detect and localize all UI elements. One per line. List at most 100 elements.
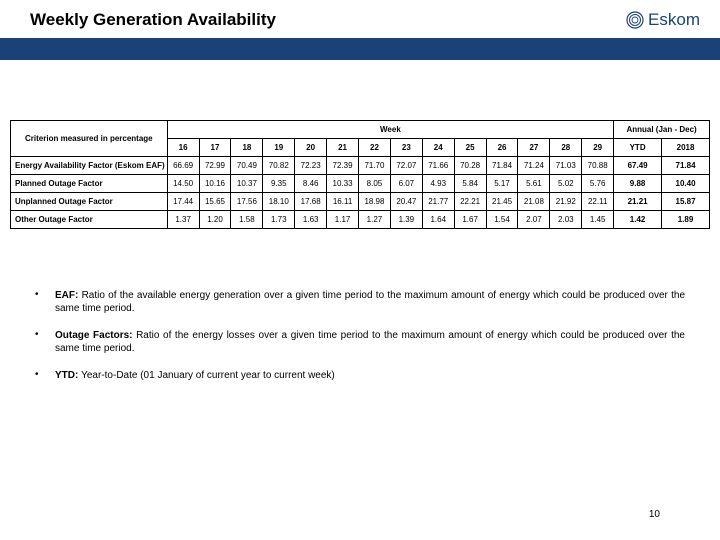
bullet-text: EAF: Ratio of the available energy gener… <box>55 289 685 315</box>
data-cell: 72.23 <box>295 157 327 175</box>
data-cell: 1.37 <box>167 211 199 229</box>
data-cell: 71.84 <box>486 157 518 175</box>
bullet-item: •Outage Factors: Ratio of the energy los… <box>35 329 685 355</box>
annual-cell: 15.87 <box>662 193 710 211</box>
data-cell: 10.37 <box>231 175 263 193</box>
table-row: Energy Availability Factor (Eskom EAF)66… <box>11 157 710 175</box>
data-cell: 1.45 <box>582 211 614 229</box>
data-cell: 1.39 <box>390 211 422 229</box>
availability-table: Criterion measured in percentage Week An… <box>10 120 710 229</box>
data-cell: 1.73 <box>263 211 295 229</box>
row-label: Other Outage Factor <box>11 211 168 229</box>
data-cell: 10.33 <box>327 175 359 193</box>
definitions: •EAF: Ratio of the available energy gene… <box>0 229 720 382</box>
data-cell: 71.70 <box>359 157 391 175</box>
data-cell: 70.28 <box>454 157 486 175</box>
data-cell: 71.66 <box>422 157 454 175</box>
table-row: Unplanned Outage Factor17.4415.6517.5618… <box>11 193 710 211</box>
data-cell: 1.64 <box>422 211 454 229</box>
annual-header: Annual (Jan - Dec) <box>614 121 710 139</box>
table-body: Energy Availability Factor (Eskom EAF)66… <box>11 157 710 229</box>
data-cell: 1.67 <box>454 211 486 229</box>
data-cell: 6.07 <box>390 175 422 193</box>
data-cell: 21.77 <box>422 193 454 211</box>
ytd-header: YTD <box>614 139 662 157</box>
data-cell: 5.02 <box>550 175 582 193</box>
data-cell: 21.92 <box>550 193 582 211</box>
bullet-item: •YTD: Year-to-Date (01 January of curren… <box>35 369 685 382</box>
data-cell: 17.56 <box>231 193 263 211</box>
data-cell: 20.47 <box>390 193 422 211</box>
bullet-item: •EAF: Ratio of the available energy gene… <box>35 289 685 315</box>
data-table-container: Criterion measured in percentage Week An… <box>0 60 720 229</box>
data-cell: 2.03 <box>550 211 582 229</box>
annual-cell: 1.89 <box>662 211 710 229</box>
data-cell: 72.39 <box>327 157 359 175</box>
data-cell: 15.65 <box>199 193 231 211</box>
week-col-header: 28 <box>550 139 582 157</box>
page-title: Weekly Generation Availability <box>30 10 276 30</box>
header: Weekly Generation Availability Eskom <box>0 0 720 30</box>
bullet-text: Outage Factors: Ratio of the energy loss… <box>55 329 685 355</box>
data-cell: 1.17 <box>327 211 359 229</box>
annual-cell: 71.84 <box>662 157 710 175</box>
data-cell: 9.35 <box>263 175 295 193</box>
data-cell: 8.05 <box>359 175 391 193</box>
week-header: Week <box>167 121 613 139</box>
ytd-cell: 1.42 <box>614 211 662 229</box>
data-cell: 1.54 <box>486 211 518 229</box>
logo: Eskom <box>626 10 700 30</box>
bullet-marker: • <box>35 329 55 355</box>
logo-text: Eskom <box>648 10 700 30</box>
data-cell: 5.76 <box>582 175 614 193</box>
week-col-header: 22 <box>359 139 391 157</box>
annual-cell: 10.40 <box>662 175 710 193</box>
data-cell: 16.11 <box>327 193 359 211</box>
row-label: Energy Availability Factor (Eskom EAF) <box>11 157 168 175</box>
week-col-header: 23 <box>390 139 422 157</box>
week-col-header: 17 <box>199 139 231 157</box>
bullet-text: YTD: Year-to-Date (01 January of current… <box>55 369 685 382</box>
ytd-cell: 67.49 <box>614 157 662 175</box>
data-cell: 4.93 <box>422 175 454 193</box>
bullet-marker: • <box>35 289 55 315</box>
data-cell: 70.82 <box>263 157 295 175</box>
week-col-header: 16 <box>167 139 199 157</box>
data-cell: 70.49 <box>231 157 263 175</box>
header-bar <box>0 38 720 60</box>
week-col-header: 18 <box>231 139 263 157</box>
data-cell: 71.24 <box>518 157 550 175</box>
data-cell: 71.03 <box>550 157 582 175</box>
week-col-header: 20 <box>295 139 327 157</box>
data-cell: 72.07 <box>390 157 422 175</box>
table-row: Other Outage Factor1.371.201.581.731.631… <box>11 211 710 229</box>
data-cell: 21.45 <box>486 193 518 211</box>
week-col-header: 24 <box>422 139 454 157</box>
data-cell: 5.61 <box>518 175 550 193</box>
data-cell: 66.69 <box>167 157 199 175</box>
table-row: Planned Outage Factor14.5010.1610.379.35… <box>11 175 710 193</box>
data-cell: 17.44 <box>167 193 199 211</box>
page-number: 10 <box>649 509 660 520</box>
year-header: 2018 <box>662 139 710 157</box>
data-cell: 22.21 <box>454 193 486 211</box>
week-col-header: 19 <box>263 139 295 157</box>
data-cell: 17.68 <box>295 193 327 211</box>
row-label: Planned Outage Factor <box>11 175 168 193</box>
data-cell: 10.16 <box>199 175 231 193</box>
week-col-header: 25 <box>454 139 486 157</box>
data-cell: 1.63 <box>295 211 327 229</box>
data-cell: 18.98 <box>359 193 391 211</box>
data-cell: 72.99 <box>199 157 231 175</box>
data-cell: 1.20 <box>199 211 231 229</box>
eskom-logo-icon <box>626 11 644 29</box>
ytd-cell: 9.88 <box>614 175 662 193</box>
data-cell: 5.17 <box>486 175 518 193</box>
data-cell: 18.10 <box>263 193 295 211</box>
data-cell: 8.46 <box>295 175 327 193</box>
data-cell: 22.11 <box>582 193 614 211</box>
data-cell: 2.07 <box>518 211 550 229</box>
ytd-cell: 21.21 <box>614 193 662 211</box>
data-cell: 70.88 <box>582 157 614 175</box>
bullet-marker: • <box>35 369 55 382</box>
